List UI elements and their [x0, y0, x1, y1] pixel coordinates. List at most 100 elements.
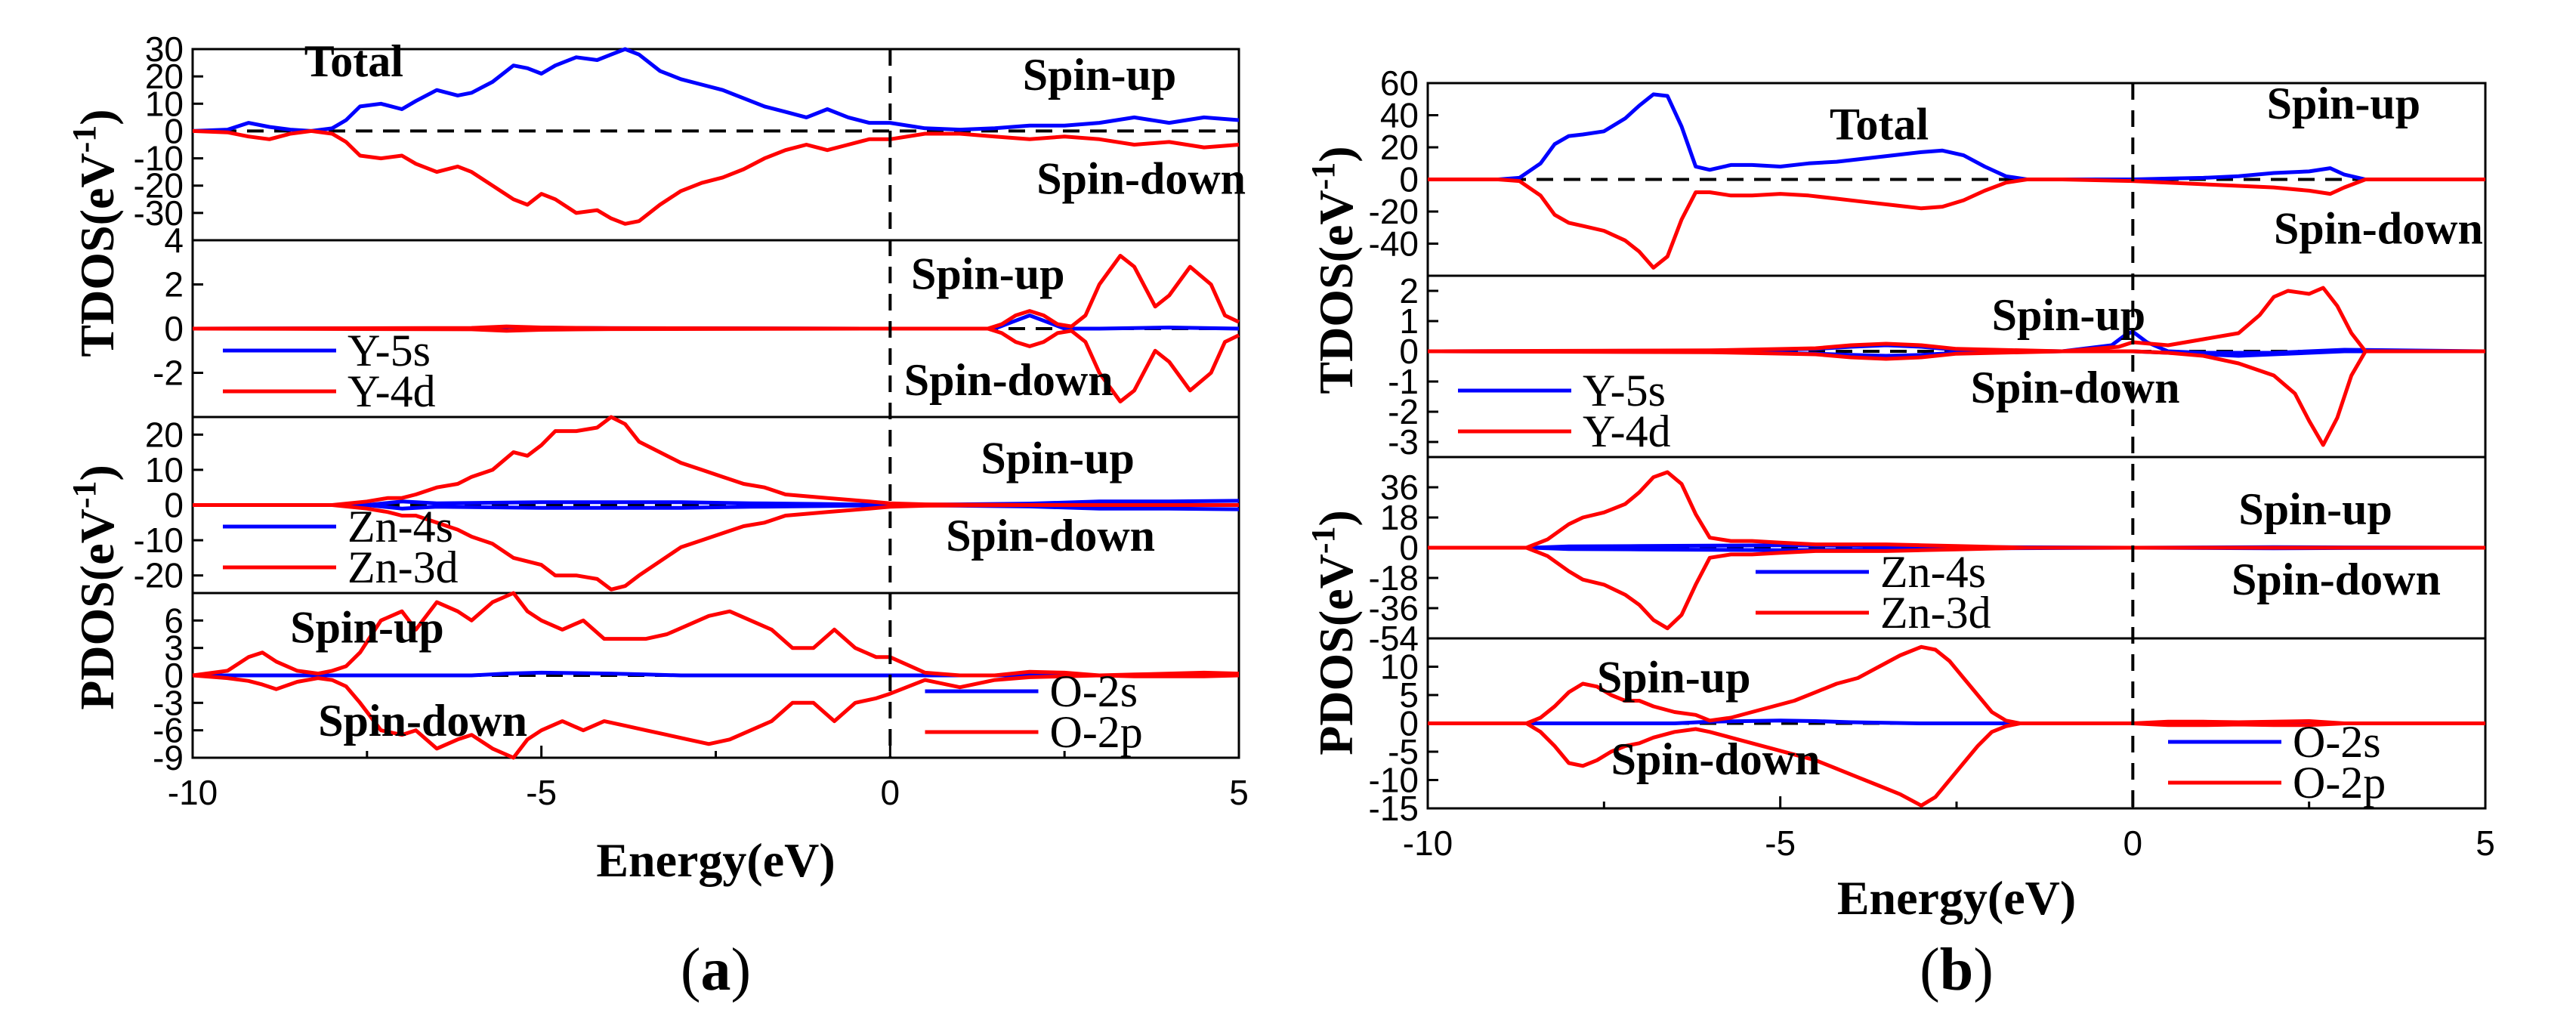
y-tick-label: -36 — [1369, 589, 1419, 628]
series-line-b-Zn-3 — [1428, 545, 2485, 631]
annotation: Spin-down — [1971, 363, 2180, 412]
tdos-axis-label: TDOS(eV-1) — [66, 109, 124, 357]
y-tick-label: 10 — [145, 84, 184, 123]
annotation: Spin-up — [1023, 50, 1177, 100]
y-tick-label: 0 — [1399, 160, 1419, 199]
annotation: Spin-up — [2238, 484, 2392, 534]
series-line-b-Y-2 — [1427, 286, 2485, 354]
annotation: Spin-up — [290, 602, 444, 652]
series-line-a-Zn-1 — [193, 503, 1240, 511]
x-tick-label: -10 — [1403, 823, 1453, 863]
y-tick-label: 4 — [164, 221, 184, 260]
y-tick-label: 0 — [1399, 704, 1419, 743]
y-tick-label: -10 — [134, 139, 184, 178]
y-tick-label: -54 — [1369, 619, 1419, 658]
subfigure-label: (b) — [1920, 937, 1994, 1003]
ylabel-close: ) — [1309, 146, 1363, 162]
y-tick-label: 0 — [1399, 332, 1419, 371]
tdos-axis-label: TDOS(eV-1) — [1305, 146, 1363, 394]
annotation: Total — [304, 36, 403, 86]
x-tick-label: 5 — [2476, 823, 2495, 863]
legend-label: Zn-4s — [1880, 547, 1986, 597]
y-tick-label: -10 — [1369, 761, 1419, 800]
series-line-a-O-2 — [192, 673, 1240, 760]
annotation: Spin-down — [1611, 734, 1821, 784]
legend-label: Zn-3d — [347, 542, 459, 592]
annotation: Spin-up — [911, 249, 1065, 298]
y-tick-label: 10 — [1380, 647, 1419, 687]
series-line-a-Y-1 — [192, 254, 1240, 331]
legend-label: O-2p — [1050, 707, 1143, 757]
legend-label: Zn-3d — [1880, 588, 1991, 638]
series-line-b-Y-3 — [1427, 349, 2485, 447]
y-tick-label: 0 — [1399, 528, 1419, 567]
ylabel-main: PDOS(eV — [1309, 554, 1363, 755]
y-tick-label: -18 — [1369, 558, 1419, 598]
ylabel-superscript: -1 — [1305, 527, 1342, 555]
y-tick-label: 5 — [1399, 675, 1419, 715]
ylabel-main: TDOS(eV — [1309, 190, 1363, 394]
y-tick-label: 6 — [164, 601, 184, 640]
ylabel-superscript: -1 — [66, 481, 103, 509]
y-tick-label: 20 — [1380, 128, 1419, 167]
y-tick-label: 1 — [1399, 301, 1419, 341]
y-tick-label: 20 — [145, 57, 184, 96]
y-tick-label: 36 — [1380, 468, 1419, 507]
x-tick-label: -5 — [526, 773, 557, 812]
x-tick-label: 0 — [2124, 823, 2143, 863]
y-tick-label: 2 — [164, 265, 184, 304]
legend-label: O-2s — [2293, 717, 2381, 767]
y-tick-label: 18 — [1380, 498, 1419, 537]
paren-close: ) — [1973, 937, 1994, 1003]
annotation: Total — [1830, 99, 1929, 149]
legend-label: O-2s — [1050, 666, 1138, 716]
y-tick-label: 0 — [164, 656, 184, 695]
y-tick-label: -3 — [1388, 422, 1419, 462]
legend-label: Y-5s — [347, 326, 431, 375]
series-line-a-Y-2 — [192, 326, 1240, 403]
annotation: Spin-down — [2232, 555, 2441, 604]
annotation: Spin-down — [2274, 204, 2483, 254]
annotation: Spin-down — [904, 355, 1113, 405]
annotation: Spin-up — [981, 434, 1135, 484]
y-tick-label: 40 — [1380, 96, 1419, 135]
series-line-b-total-1 — [1428, 178, 2485, 270]
legend-label: Zn-4s — [347, 502, 453, 551]
y-tick-label: 3 — [164, 629, 184, 668]
y-tick-label: -20 — [134, 166, 184, 205]
y-tick-label: 60 — [1380, 63, 1419, 103]
ylabel-close: ) — [1309, 510, 1363, 526]
series-line-b-total-0 — [1428, 92, 2485, 181]
y-tick-label: 30 — [145, 29, 184, 69]
y-tick-label: 0 — [164, 111, 184, 150]
x-tick-label: -5 — [1765, 823, 1796, 863]
y-tick-label: -5 — [1388, 732, 1419, 771]
y-tick-label: -3 — [153, 683, 184, 722]
y-tick-label: -20 — [134, 556, 184, 595]
pdos-axis-label: PDOS(eV-1) — [66, 465, 124, 710]
subfigure-label: (a) — [681, 937, 751, 1003]
legend-label: Y-4d — [1583, 406, 1671, 456]
ylabel-close: ) — [70, 109, 124, 125]
ylabel-superscript: -1 — [66, 125, 103, 153]
ylabel-main: PDOS(eV — [70, 508, 124, 710]
annotation: Spin-down — [1036, 154, 1246, 204]
paren-open: ( — [1920, 937, 1940, 1003]
legend-label: Y-5s — [1583, 366, 1666, 416]
y-tick-label: -6 — [153, 711, 184, 750]
panel-a-Y: -2 0 2 4 Spin-up Spin-down Y-5sY-4d — [153, 221, 1240, 419]
x-tick-label: 5 — [1229, 773, 1249, 812]
annotation: Spin-down — [318, 696, 527, 746]
y-tick-label: -30 — [134, 193, 184, 233]
pdos-axis-label: PDOS(eV-1) — [1305, 510, 1363, 755]
ylabel-superscript: -1 — [1305, 162, 1342, 190]
y-tick-label: -10 — [134, 521, 184, 560]
ylabel-close: ) — [70, 465, 124, 480]
y-tick-label: -2 — [153, 354, 184, 393]
